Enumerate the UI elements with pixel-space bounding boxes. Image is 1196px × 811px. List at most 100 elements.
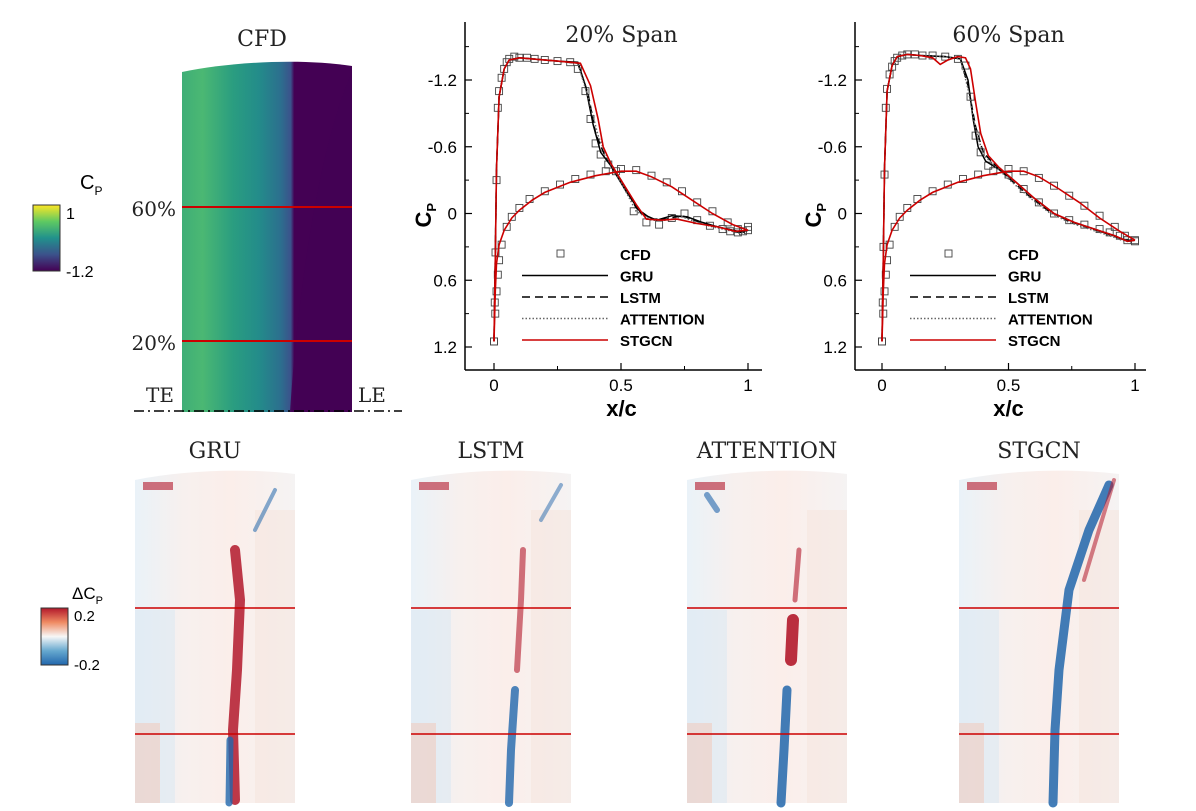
diff-colorbar-group: ΔCP 0.2 -0.2: [40, 584, 103, 674]
diff-stripe-red: [807, 510, 847, 803]
cp-colorbar: [32, 204, 61, 272]
cfd-marker: [1034, 173, 1043, 182]
diff-plume: [1048, 480, 1114, 808]
cfd-marker: [1080, 201, 1089, 210]
legend-label-stgcn: STGCN: [620, 333, 673, 350]
dcp-colorbar: [40, 607, 69, 666]
cfd-marker: [893, 53, 902, 62]
x-tick-label: 1: [1130, 376, 1139, 395]
diff-plume: [225, 736, 234, 807]
cfd-panel: CFD 60% 20% TE LE CP 1 -1.2: [32, 27, 402, 413]
span-label-20: 20%: [132, 331, 176, 355]
diff-panel-attention: ATTENTION: [687, 439, 847, 808]
cfd-marker: [989, 167, 998, 176]
diff-corner-feature: [143, 482, 173, 490]
x-tick-label: 0: [489, 376, 498, 395]
legend-label-gru: GRU: [620, 269, 653, 286]
x-tick-label: 0.5: [609, 376, 633, 395]
cfd-marker: [1110, 222, 1119, 231]
y-tick-label: -0.6: [818, 138, 847, 157]
x-axis-label: x/c: [606, 396, 637, 421]
series-line-lstm: [493, 57, 749, 342]
series-line-stgcn: [493, 56, 749, 342]
legend-label-lstm: LSTM: [620, 290, 661, 307]
diff-stripe-blue: [411, 610, 451, 803]
cp-colorbar-min: -1.2: [66, 264, 94, 281]
cp-chart-20-span: 20% Span-1.2-0.600.61.20 0.5 1CPx/cCFDGRUL…: [411, 22, 762, 421]
diff-stripe-blue: [687, 610, 727, 803]
series-line-lstm: [881, 53, 1135, 342]
diff-plume: [1082, 478, 1116, 582]
cfd-marker: [492, 287, 501, 296]
diff-panels: GRU LSTM ATTENTION STGCN: [135, 439, 1119, 808]
diff-plume: [704, 492, 720, 513]
legend-marker-cfd: [944, 249, 953, 258]
chart-title: 60% Span: [952, 23, 1064, 48]
diff-title: LSTM: [458, 439, 525, 464]
y-axis-label-sub: P: [424, 203, 439, 212]
cp-colorbar-max: 1: [66, 206, 75, 223]
series-line-stgcn: [881, 53, 1136, 342]
cfd-marker: [976, 148, 985, 157]
y-tick-label: 0.6: [823, 271, 847, 290]
cfd-marker: [888, 62, 897, 71]
diff-corner-feature: [419, 482, 449, 490]
diff-plume: [539, 483, 563, 522]
y-axis-label: CP: [411, 203, 439, 228]
cfd-marker: [507, 212, 516, 221]
y-tick-label: 0: [448, 205, 457, 224]
cfd-marker: [890, 222, 899, 231]
cfd-marker: [953, 54, 962, 63]
diff-panel-gru: GRU: [135, 439, 295, 807]
y-axis-label-main: C: [411, 212, 436, 228]
cfd-marker: [655, 220, 664, 229]
x-tick-label: 0.5: [997, 376, 1021, 395]
y-tick-label: -0.6: [428, 138, 457, 157]
diff-plume: [253, 488, 277, 532]
cfd-title: CFD: [237, 27, 287, 52]
diff-stripe-blue: [959, 610, 999, 803]
cfd-marker: [1065, 191, 1074, 200]
cfd-low-pressure-region: [290, 72, 352, 412]
diff-plume: [785, 614, 799, 666]
cp-chart-60-span: 60% Span-1.2-0.600.61.20 0.5 1CPx/cCFDGRUL…: [801, 22, 1146, 421]
legend-label-attention: ATTENTION: [1008, 312, 1093, 329]
y-tick-label: 0: [838, 205, 847, 224]
y-axis-label-sub: P: [814, 203, 829, 212]
diff-title: ATTENTION: [696, 439, 837, 464]
x-tick-label: 1: [743, 376, 752, 395]
diff-stripe-bottom: [135, 723, 160, 803]
cfd-marker: [632, 166, 641, 175]
y-tick-label: -1.2: [818, 71, 847, 90]
diff-plume: [514, 547, 526, 673]
diff-plume: [792, 547, 802, 603]
diff-stripe-red: [531, 510, 571, 803]
cfd-marker: [733, 225, 742, 234]
y-axis-label: CP: [801, 203, 829, 228]
cfd-marker: [974, 170, 983, 179]
y-tick-label: 1.2: [823, 338, 847, 357]
diff-panel-lstm: LSTM: [411, 439, 571, 807]
diff-stripe-blue: [135, 610, 175, 803]
cfd-marker: [1050, 209, 1058, 218]
edge-le-label: LE: [358, 383, 386, 407]
y-axis-label-main: C: [801, 212, 826, 228]
diff-corner-feature: [695, 482, 725, 490]
x-axis-label: x/c: [993, 396, 1024, 421]
diff-stripe-bottom: [687, 723, 712, 803]
cfd-marker: [693, 198, 702, 207]
y-tick-label: 1.2: [433, 338, 457, 357]
cfd-marker: [895, 212, 904, 221]
dcp-colorbar-min: -0.2: [74, 657, 100, 674]
y-tick-label: -1.2: [428, 71, 457, 90]
diff-plume: [505, 686, 519, 807]
legend-label-lstm: LSTM: [1008, 290, 1049, 307]
legend-label-cfd: CFD: [1008, 247, 1039, 264]
cfd-marker: [586, 170, 595, 179]
diff-plume: [776, 685, 792, 808]
cfd-marker: [723, 218, 732, 227]
diff-corner-feature: [967, 482, 997, 490]
diff-title: STGCN: [997, 439, 1080, 464]
span-label-60: 60%: [132, 197, 176, 221]
